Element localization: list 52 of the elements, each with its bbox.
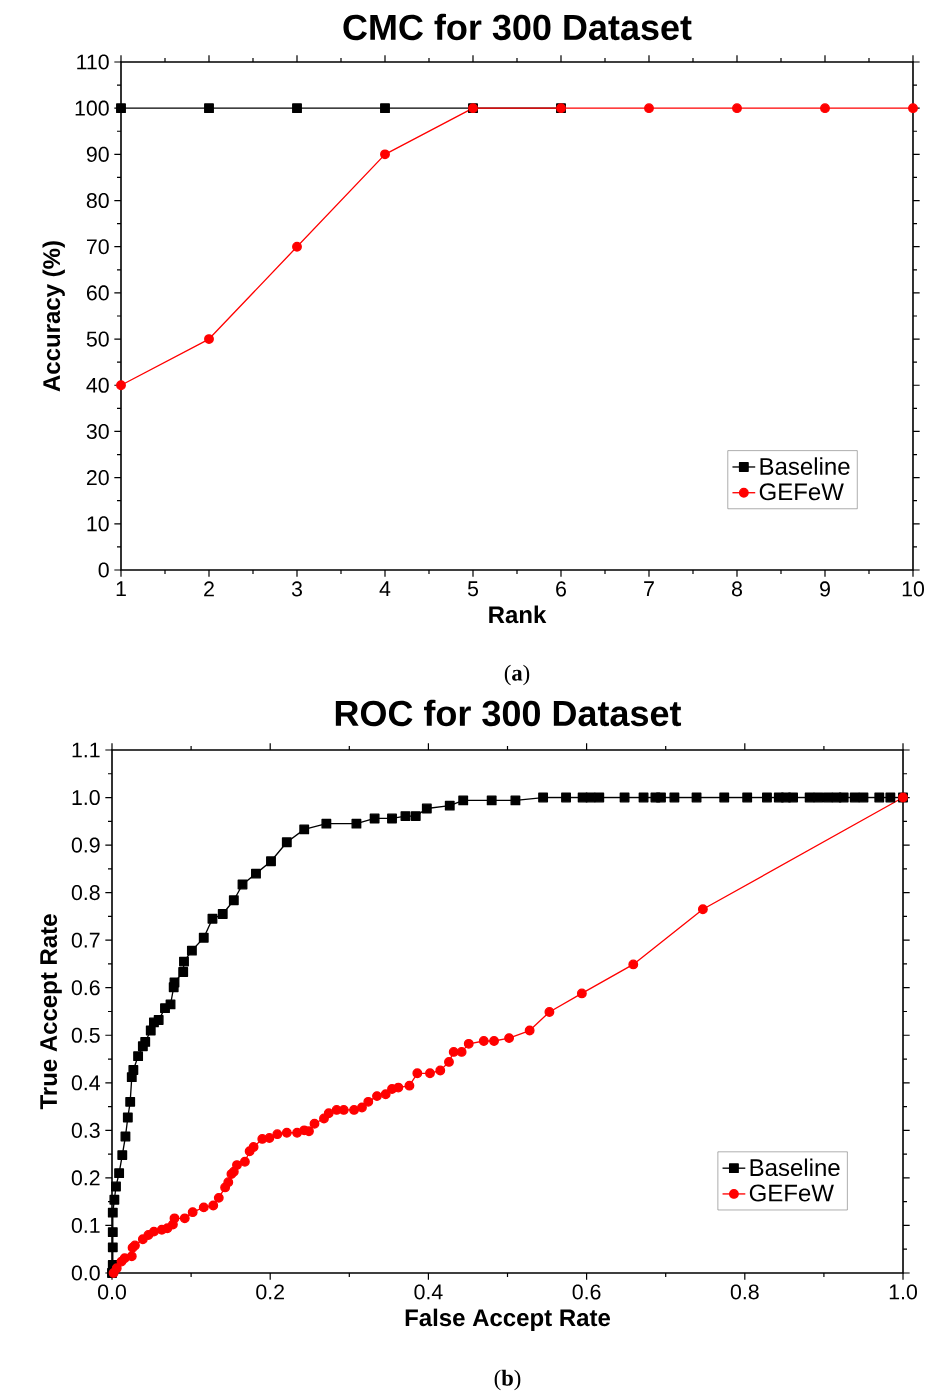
y-axis-title: True Accept Rate bbox=[40, 914, 62, 1110]
y-tick-label: 0 bbox=[98, 562, 109, 578]
y-tick-label: 110 bbox=[77, 54, 109, 70]
chart-title: CMC for 300 Dataset bbox=[343, 13, 692, 41]
y-tick-label: 50 bbox=[86, 331, 109, 347]
y-tick-label: 100 bbox=[75, 100, 109, 116]
x-tick-label: 9 bbox=[820, 581, 830, 597]
text: (a) bbox=[504, 664, 530, 686]
y-tick-label: 1.0 bbox=[72, 789, 100, 806]
y-tick-label: 90 bbox=[86, 146, 109, 162]
x-tick-label: 7 bbox=[644, 581, 654, 597]
x-axis-title: False Accept Rate bbox=[405, 1308, 611, 1331]
legend-label: Baseline bbox=[750, 1158, 840, 1177]
x-tick-label: 5 bbox=[467, 581, 479, 597]
x-tick-label: 4 bbox=[379, 581, 391, 597]
y-tick-label: 0.0 bbox=[71, 1265, 100, 1281]
y-tick-label: 0.8 bbox=[71, 885, 100, 901]
x-tick-label: 0.4 bbox=[414, 1284, 443, 1300]
x-tick-label: 3 bbox=[291, 581, 302, 597]
x-tick-label: 0.8 bbox=[730, 1284, 759, 1300]
x-tick-label: 1 bbox=[116, 581, 126, 597]
y-tick-label: 70 bbox=[86, 239, 109, 255]
x-tick-label: 0.2 bbox=[256, 1284, 284, 1300]
y-tick-label: 0.9 bbox=[71, 837, 100, 853]
x-axis-title: Rank bbox=[489, 605, 547, 624]
y-tick-label: 0.1 bbox=[71, 1217, 100, 1233]
y-tick-label: 0.4 bbox=[71, 1075, 100, 1091]
x-tick-label: 10 bbox=[902, 581, 925, 597]
y-tick-label: 0.5 bbox=[71, 1027, 100, 1043]
y-tick-label: 80 bbox=[86, 192, 109, 209]
y-tick-label: 0.3 bbox=[71, 1122, 100, 1138]
legend-label: GEFeW bbox=[749, 1184, 834, 1202]
y-tick-label: 30 bbox=[86, 423, 109, 439]
y-tick-label: 1.1 bbox=[72, 742, 100, 758]
x-tick-label: 8 bbox=[731, 581, 742, 597]
y-tick-label: 60 bbox=[86, 285, 109, 301]
y-tick-label: 0.7 bbox=[71, 932, 100, 948]
text: (b) bbox=[494, 1369, 521, 1391]
y-tick-label: 0.6 bbox=[71, 980, 100, 996]
y-tick-label: 0.2 bbox=[71, 1170, 100, 1186]
x-tick-label: 2 bbox=[204, 581, 214, 597]
x-tick-label: 1.0 bbox=[889, 1284, 917, 1300]
x-tick-label: 0.6 bbox=[572, 1284, 601, 1300]
y-tick-label: 10 bbox=[87, 516, 109, 532]
x-tick-label: 0.0 bbox=[98, 1284, 126, 1300]
chart-title: ROC for 300 Dataset bbox=[335, 699, 682, 727]
y-tick-label: 20 bbox=[86, 470, 109, 486]
legend-label: GEFeW bbox=[759, 483, 844, 501]
legend-label: Baseline bbox=[760, 457, 850, 475]
x-tick-label: 6 bbox=[556, 581, 566, 597]
y-axis-title: Accuracy (%) bbox=[42, 241, 65, 392]
y-tick-label: 40 bbox=[86, 377, 109, 393]
